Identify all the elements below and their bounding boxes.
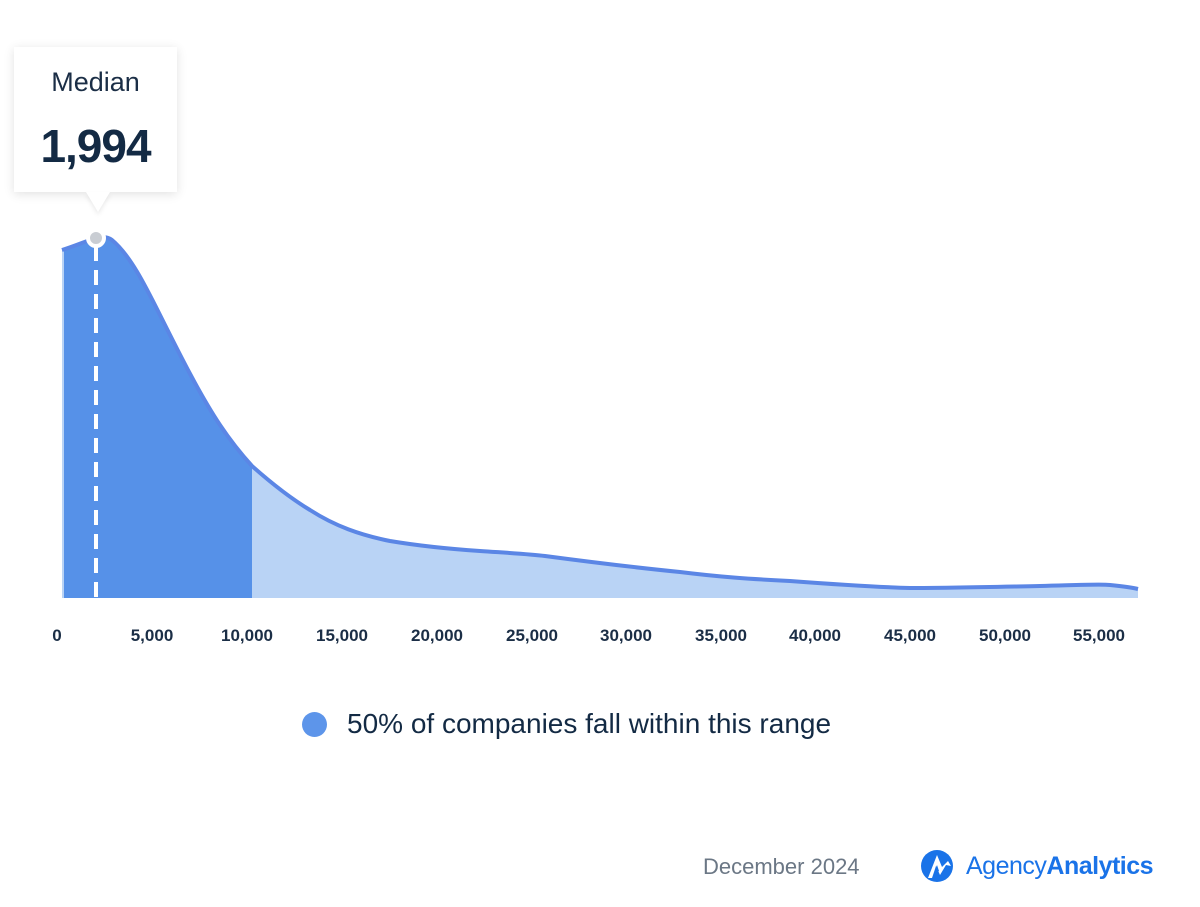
brand-name-light: Agency <box>966 851 1047 880</box>
x-tick: 55,000 <box>1073 626 1125 645</box>
agency-analytics-logo-icon <box>921 850 953 882</box>
x-tick: 40,000 <box>789 626 841 645</box>
x-tick: 35,000 <box>695 626 747 645</box>
distribution-line <box>61 234 1139 591</box>
x-tick: 45,000 <box>884 626 936 645</box>
x-tick: 25,000 <box>506 626 558 645</box>
brand-name: AgencyAnalytics <box>966 851 1154 881</box>
report-date: December 2024 <box>703 854 860 879</box>
brand-logo: AgencyAnalytics <box>918 848 1154 884</box>
legend-dot-icon <box>302 711 327 737</box>
x-axis: 0 5,000 10,000 15,000 20,000 25,000 30,0… <box>0 626 1200 650</box>
legend: 50% of companies fall within this range <box>302 706 831 742</box>
x-tick: 15,000 <box>316 626 368 645</box>
tooltip-label: Median <box>51 67 140 97</box>
median-tooltip: Median 1,994 <box>14 47 177 212</box>
x-tick: 20,000 <box>411 626 463 645</box>
tooltip-value: 1,994 <box>40 120 151 172</box>
legend-label: 50% of companies fall within this range <box>347 708 832 739</box>
median-marker[interactable] <box>86 228 106 248</box>
distribution-area-highlight <box>64 236 252 599</box>
x-tick: 5,000 <box>130 626 174 645</box>
x-tick: 0 <box>52 626 62 645</box>
brand-name-bold: Analytics <box>1046 851 1154 880</box>
tooltip-pointer <box>86 192 110 212</box>
x-tick: 50,000 <box>979 626 1031 645</box>
x-tick: 30,000 <box>600 626 652 645</box>
x-tick: 10,000 <box>221 626 273 645</box>
